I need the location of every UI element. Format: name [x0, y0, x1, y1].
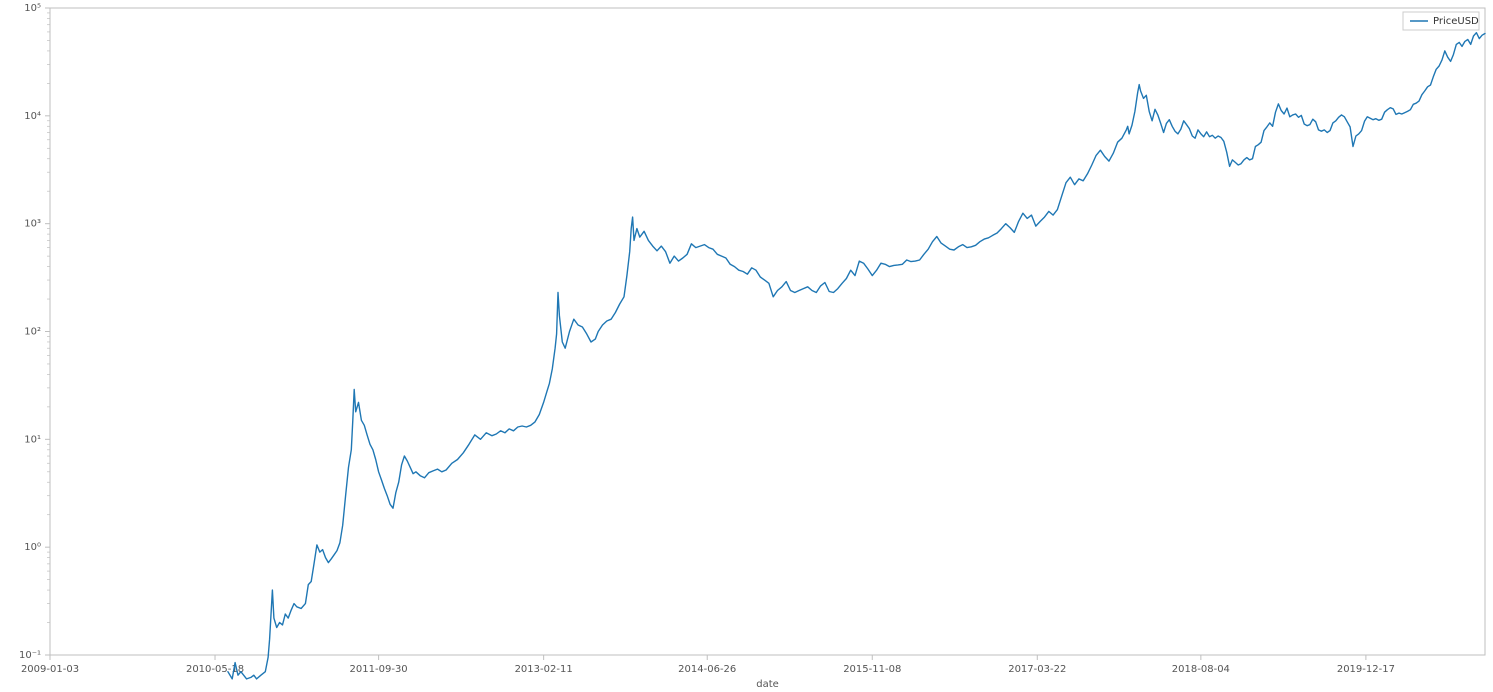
chart-svg: 10⁻¹10⁰10¹10²10³10⁴10⁵2009-01-032010-05-… [0, 0, 1493, 692]
x-tick-label: 2014-06-26 [678, 664, 736, 675]
x-tick-label: 2018-08-04 [1172, 664, 1230, 675]
x-tick-label: 2019-12-17 [1337, 664, 1395, 675]
x-tick-label: 2017-03-22 [1008, 664, 1066, 675]
x-tick-label: 2015-11-08 [843, 664, 901, 675]
y-tick-label: 10³ [24, 219, 41, 230]
y-tick-label: 10⁴ [24, 111, 41, 122]
y-tick-label: 10⁵ [24, 3, 41, 14]
x-axis-label: date [756, 679, 779, 690]
x-tick-label: 2009-01-03 [21, 664, 79, 675]
y-tick-label: 10⁰ [24, 542, 41, 553]
y-tick-label: 10⁻¹ [19, 650, 41, 661]
y-tick-label: 10² [24, 327, 41, 338]
x-tick-label: 2011-09-30 [350, 664, 408, 675]
legend-label: PriceUSD [1433, 16, 1479, 27]
x-tick-label: 2013-02-11 [515, 664, 573, 675]
price-chart: 10⁻¹10⁰10¹10²10³10⁴10⁵2009-01-032010-05-… [0, 0, 1493, 692]
y-tick-label: 10¹ [24, 434, 41, 445]
